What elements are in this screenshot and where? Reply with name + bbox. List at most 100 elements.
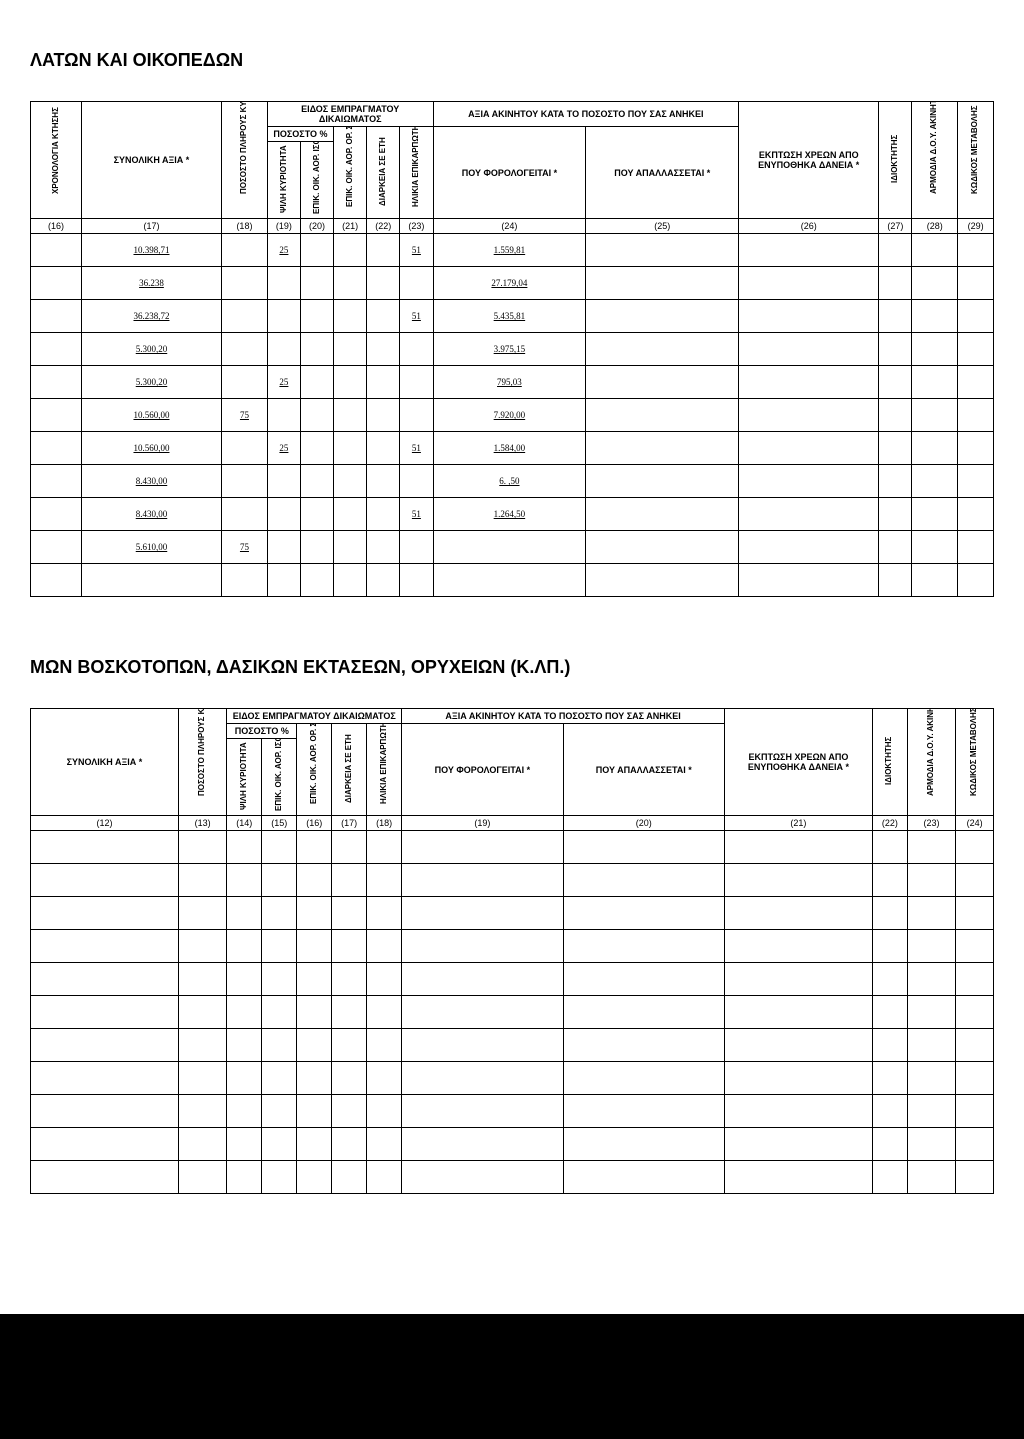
cell (178, 1128, 226, 1161)
cell (262, 996, 297, 1029)
cell (367, 366, 400, 399)
cell (912, 498, 958, 531)
cell (334, 399, 367, 432)
cell (400, 564, 433, 597)
table-row (31, 897, 994, 930)
table-row: 5.300,2025795,03 (31, 366, 994, 399)
cell (334, 531, 367, 564)
cell (402, 1161, 563, 1194)
cell (297, 1161, 332, 1194)
cell (402, 1095, 563, 1128)
cell (367, 564, 400, 597)
cell (178, 963, 226, 996)
cell (297, 963, 332, 996)
cell (958, 333, 994, 366)
cell (586, 366, 739, 399)
hdr-diarkeia: ΔΙΑΡΚΕΙΑ ΣΕ ΕΤΗ (379, 137, 388, 207)
cell (31, 1095, 179, 1128)
cell (367, 432, 400, 465)
cell (958, 465, 994, 498)
cell (912, 465, 958, 498)
section-title-1: ΛΑΤΩΝ ΚΑΙ ΟΙΚΟΠΕΔΩΝ (30, 50, 994, 71)
hdr-epik2: ΕΠΙΚ. ΟΙΚ. ΑΟΡ. ΟΡ. ΣΕ ΧΡΟΝΟΥ (346, 137, 355, 207)
cell (227, 831, 262, 864)
hdr-pct: ΠΟΣΟΣΤΟ ΠΛΗΡΟΥΣ ΚΥΡΙΟΤΗΤΑΣ % (240, 124, 249, 194)
cell (31, 465, 82, 498)
cell (31, 1062, 179, 1095)
cell (402, 831, 563, 864)
cell: 1.559,81 (433, 234, 586, 267)
cell (586, 564, 739, 597)
table-land-plots: ΧΡΟΝΟΛΟΓΙΑ ΚΤΗΣΗΣ ΣΥΝΟΛΙΚΗ ΑΞΙΑ * ΠΟΣΟΣΤ… (30, 101, 994, 597)
cell (586, 432, 739, 465)
cell (31, 1128, 179, 1161)
cell (178, 1062, 226, 1095)
cell: 25 (267, 234, 300, 267)
hdr-ilikia: ΗΛΙΚΙΑ ΕΠΙΚΑΡΠΩΤΗ (412, 137, 421, 207)
cell (334, 564, 367, 597)
cell (907, 1062, 955, 1095)
cell (739, 498, 879, 531)
cell (262, 1029, 297, 1062)
cell (227, 1095, 262, 1128)
cell (267, 300, 300, 333)
cell (262, 1161, 297, 1194)
cell (739, 465, 879, 498)
cell (367, 267, 400, 300)
cell: 8.430,00 (81, 465, 221, 498)
cell (724, 1062, 872, 1095)
cell (912, 366, 958, 399)
table-row (31, 963, 994, 996)
cell (879, 498, 912, 531)
cell (879, 333, 912, 366)
cell (367, 531, 400, 564)
cell (367, 864, 402, 897)
cell (222, 267, 268, 300)
cell (724, 1029, 872, 1062)
cell (31, 864, 179, 897)
cell (400, 333, 433, 366)
cell (402, 996, 563, 1029)
cell (222, 333, 268, 366)
cell: 25 (267, 366, 300, 399)
cell: 7.920,00 (433, 399, 586, 432)
cell (724, 1161, 872, 1194)
cell (31, 333, 82, 366)
cell (262, 831, 297, 864)
cell (267, 399, 300, 432)
hdr-code: ΚΩΔΙΚΟΣ ΜΕΤΑΒΟΛΗΣ (971, 124, 980, 194)
cell (300, 366, 333, 399)
cell (31, 1029, 179, 1062)
cell (367, 1062, 402, 1095)
cell (402, 1029, 563, 1062)
cell (912, 531, 958, 564)
cell (332, 1062, 367, 1095)
hdr-exempt: ΠΟΥ ΑΠΑΛΛΑΣΣΕΤΑΙ * (586, 127, 739, 219)
cell: 5.435,81 (433, 300, 586, 333)
cell (300, 498, 333, 531)
cell (724, 1095, 872, 1128)
cell (872, 1128, 907, 1161)
table-row (31, 831, 994, 864)
hdr-chrono: ΧΡΟΝΟΛΟΓΙΑ ΚΤΗΣΗΣ (52, 124, 61, 194)
cell (227, 1128, 262, 1161)
cell: 36.238 (81, 267, 221, 300)
cell (178, 864, 226, 897)
cell (31, 831, 179, 864)
cell (912, 267, 958, 300)
cell (297, 1095, 332, 1128)
cell: 6. ,50 (433, 465, 586, 498)
hdr2-axia: ΑΞΙΑ ΑΚΙΝΗΤΟΥ ΚΑΤΑ ΤΟ ΠΟΣΟΣΤΟ ΠΟΥ ΣΑΣ ΑΝ… (402, 709, 725, 724)
cell (739, 333, 879, 366)
cell (300, 300, 333, 333)
cell (739, 531, 879, 564)
cell (367, 234, 400, 267)
cell: 5.300,20 (81, 366, 221, 399)
cell (872, 1161, 907, 1194)
cell (912, 234, 958, 267)
cell (724, 831, 872, 864)
table-row: 8.430,00 6. ,50 (31, 465, 994, 498)
cell (907, 1029, 955, 1062)
cell: 75 (222, 399, 268, 432)
cell (958, 234, 994, 267)
